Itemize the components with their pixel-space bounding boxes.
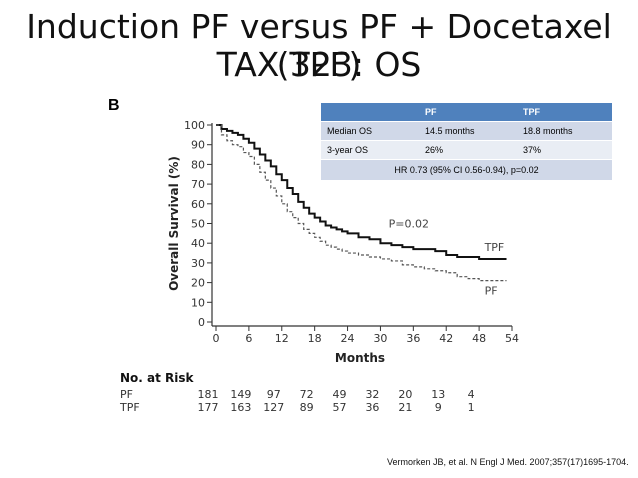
at-risk-count: 49 [333,388,347,401]
at-risk-count: 32 [365,388,379,401]
p-value-annotation: P=0.02 [389,218,429,231]
y-tick-label: 40 [191,237,205,250]
x-tick-label: 54 [505,332,519,345]
x-tick-label: 30 [373,332,387,345]
at-risk-count: 177 [198,401,219,414]
table-row: 3-year OS 26% 37% [321,140,612,160]
at-risk-count: 57 [333,401,347,414]
at-risk-title: No. at Risk [120,371,195,385]
at-risk-count: 9 [435,401,442,414]
at-risk-count: 163 [230,401,251,414]
table-footer-row: HR 0.73 (95% CI 0.56-0.94), p=0.02 [321,159,612,181]
chart-labels: Months Overall Survival (%) P=0.02 TPF PF [167,156,504,365]
at-risk-count: 127 [263,401,284,414]
at-risk-count: 181 [198,388,219,401]
x-tick-label: 18 [308,332,322,345]
table-cell: 14.5 months [419,121,517,141]
table-cell: 26% [419,140,517,160]
survival-curve-tpf [216,124,507,260]
y-tick-label: 70 [191,178,205,191]
citation: Vermorken JB, et al. N Engl J Med. 2007;… [387,457,629,467]
x-tick-label: 36 [406,332,420,345]
survival-curves [216,124,507,282]
chart-axes: 0 10 20 30 40 50 60 70 80 90 100 0 6 12 18 24 30 36 42 48 54 [184,119,519,345]
at-risk-row-label: TPF [119,401,140,414]
table-header-cell: PF [419,103,517,122]
y-tick-label: 80 [191,158,205,171]
at-risk-count: 20 [398,388,412,401]
at-risk-row-label: PF [120,388,133,401]
os-summary-table: PF TPF Median OS 14.5 months 18.8 months… [321,103,612,181]
hazard-ratio-cell: HR 0.73 (95% CI 0.56-0.94), p=0.02 [321,159,612,181]
curve-label-pf: PF [485,285,498,298]
at-risk-count: 36 [365,401,379,414]
table-header-row: PF TPF [321,103,612,122]
at-risk-count: 13 [431,388,445,401]
y-tick-label: 10 [191,296,205,309]
table-cell: 3-year OS [321,140,419,160]
x-tick-label: 42 [439,332,453,345]
at-risk-table: No. at Risk PF 181 149 97 72 49 32 20 13 4 TPF 177 16… [119,371,475,414]
at-risk-count: 97 [267,388,281,401]
table-row: Median OS 14.5 months 18.8 months [321,121,612,141]
survival-curve-pf [216,124,507,282]
at-risk-count: 4 [468,388,475,401]
x-axis-label: Months [335,351,385,365]
x-tick-label: 48 [472,332,486,345]
x-tick-label: 12 [275,332,289,345]
table-header-cell: TPF [517,103,612,122]
y-tick-label: 50 [191,218,205,231]
x-tick-label: 0 [213,332,220,345]
y-tick-label: 60 [191,198,205,211]
slide-title: Induction PF versus PF + Docetaxel (TPF) [26,7,612,84]
y-axis-label: Overall Survival (%) [167,156,181,291]
y-tick-label: 20 [191,277,205,290]
at-risk-count: 1 [468,401,475,414]
y-tick-label: 30 [191,257,205,270]
table-cell: Median OS [321,121,419,141]
x-tick-label: 6 [245,332,252,345]
slide-subtitle: TAX 323: OS [216,45,422,84]
curve-label-tpf: TPF [484,241,505,254]
y-tick-label: 100 [184,119,205,132]
table-cell: 37% [517,140,612,160]
x-tick-label: 24 [341,332,355,345]
at-risk-count: 21 [398,401,412,414]
table-header-cell [321,103,419,122]
at-risk-count: 149 [230,388,251,401]
y-tick-label: 0 [198,316,205,329]
at-risk-count: 72 [300,388,314,401]
panel-label: B [108,97,120,114]
at-risk-count: 89 [300,401,314,414]
table-cell: 18.8 months [517,121,612,141]
y-tick-label: 90 [191,139,205,152]
